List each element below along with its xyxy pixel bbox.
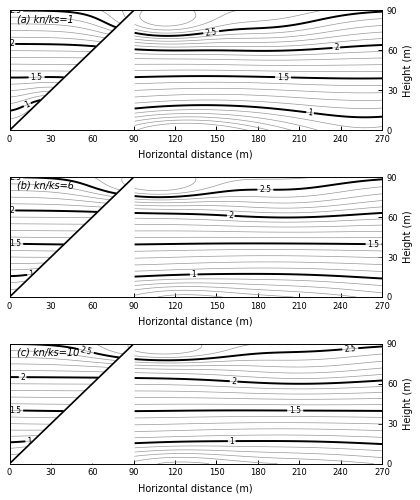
Text: 2.5: 2.5: [205, 27, 218, 38]
Text: 1: 1: [28, 270, 34, 279]
Text: 1.5: 1.5: [368, 240, 380, 248]
Text: 1: 1: [23, 100, 32, 110]
Y-axis label: Height (m): Height (m): [403, 44, 413, 96]
Text: 2: 2: [20, 372, 25, 382]
X-axis label: Horizontal distance (m): Horizontal distance (m): [139, 316, 253, 326]
Text: 1: 1: [26, 436, 32, 446]
Text: 2.5: 2.5: [259, 185, 271, 194]
Text: 2: 2: [228, 211, 234, 220]
Text: 1.5: 1.5: [9, 239, 21, 248]
Text: 1.5: 1.5: [31, 72, 43, 82]
Text: 1: 1: [229, 436, 234, 446]
Text: 2.5: 2.5: [9, 6, 21, 15]
Text: 2.5: 2.5: [9, 172, 21, 182]
Text: 1.5: 1.5: [9, 406, 21, 415]
Text: 1: 1: [191, 270, 196, 279]
Text: (a) kn/ks=1: (a) kn/ks=1: [17, 14, 74, 24]
Polygon shape: [10, 10, 134, 130]
Y-axis label: Height (m): Height (m): [403, 378, 413, 430]
Polygon shape: [10, 344, 134, 464]
X-axis label: Horizontal distance (m): Horizontal distance (m): [139, 150, 253, 160]
Text: 1.5: 1.5: [289, 406, 301, 415]
Text: 1.5: 1.5: [277, 72, 289, 82]
Text: 2: 2: [9, 206, 14, 215]
Text: (c) kn/ks=10: (c) kn/ks=10: [17, 348, 79, 358]
X-axis label: Horizontal distance (m): Horizontal distance (m): [139, 483, 253, 493]
Text: 2.5: 2.5: [344, 344, 357, 354]
Polygon shape: [10, 177, 134, 297]
Text: 1: 1: [307, 108, 313, 118]
Text: (b) kn/ks=6: (b) kn/ks=6: [17, 180, 74, 190]
Text: 2.5: 2.5: [79, 345, 93, 357]
Text: 2: 2: [333, 43, 339, 52]
Text: 2: 2: [231, 377, 236, 386]
Y-axis label: Height (m): Height (m): [403, 210, 413, 264]
Text: 2: 2: [9, 40, 14, 48]
